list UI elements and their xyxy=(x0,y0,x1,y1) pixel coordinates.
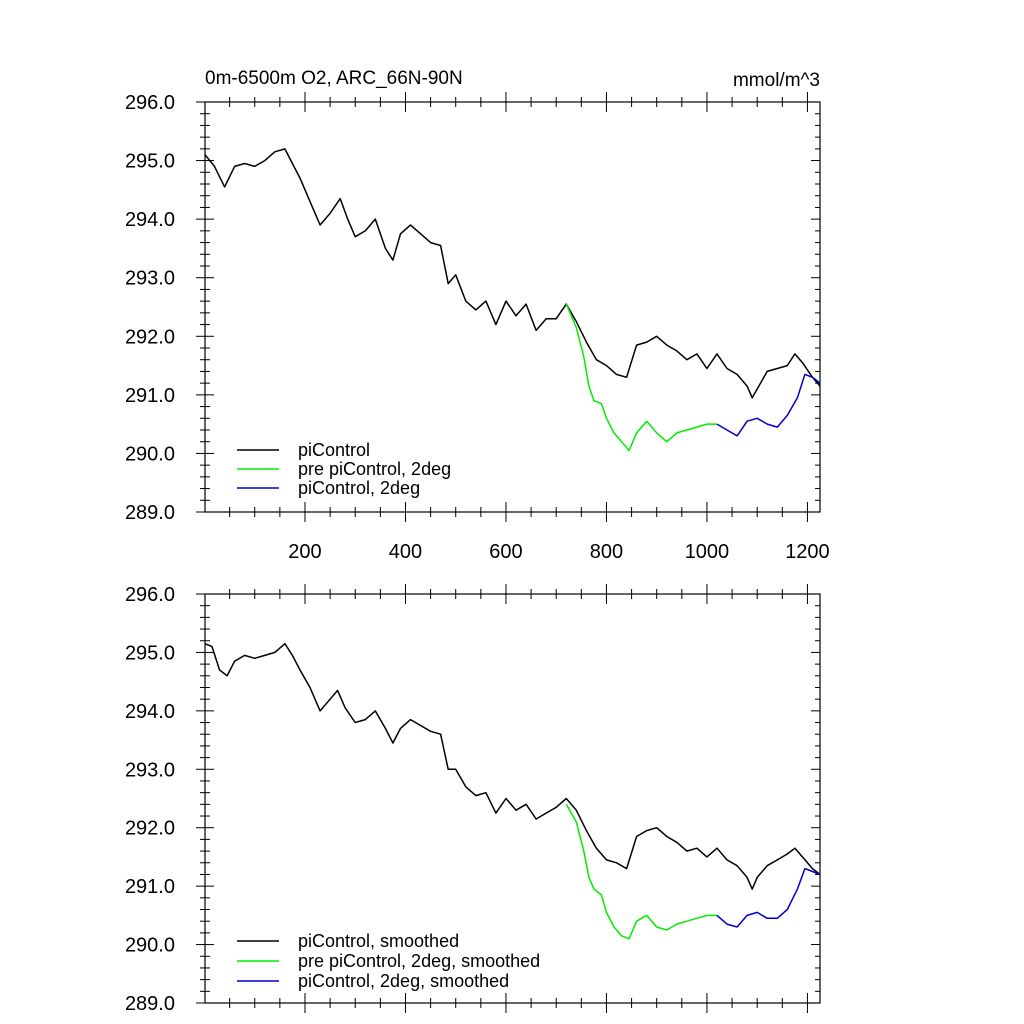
series-line-2 xyxy=(565,803,717,940)
y-tick-label: 295.0 xyxy=(125,151,175,173)
y-tick-label: 292.0 xyxy=(125,818,175,840)
legend-label: piControl xyxy=(298,440,370,460)
y-tick-label: 296.0 xyxy=(125,92,175,114)
y-tick-label: 290.0 xyxy=(125,443,175,465)
y-tick-label: 291.0 xyxy=(125,876,175,898)
units-label: mmol/m^3 xyxy=(733,70,820,91)
legend-label: piControl, smoothed xyxy=(298,931,459,951)
y-tick-label: 292.0 xyxy=(125,326,175,348)
x-tick-label: 1200 xyxy=(785,541,830,563)
y-tick-label: 291.0 xyxy=(125,385,175,407)
legend-label: piControl, 2deg, smoothed xyxy=(298,971,509,991)
series-line-1 xyxy=(204,148,821,399)
x-tick-label: 800 xyxy=(590,541,623,563)
legend-label: pre piControl, 2deg xyxy=(298,459,451,479)
top-panel: 289.0 290.0 291.0 292.0 293.0 294.0 295.0 296.0… xyxy=(125,92,830,563)
plot-frame xyxy=(204,593,821,1004)
y-tick-label: 293.0 xyxy=(125,268,175,290)
legend-label: pre piControl, 2deg, smoothed xyxy=(298,951,540,971)
x-tick-label: 200 xyxy=(288,541,321,563)
y-tick-label: 295.0 xyxy=(125,642,175,664)
series-line-1 xyxy=(204,642,821,890)
y-tick-label: 294.0 xyxy=(125,701,175,723)
y-tick-label: 289.0 xyxy=(125,993,175,1015)
series-line-2 xyxy=(565,303,717,452)
y-tick-label: 293.0 xyxy=(125,759,175,781)
x-tick-label: 1000 xyxy=(685,541,730,563)
chart-title: 0m-6500m O2, ARC_66N-90N xyxy=(205,68,463,89)
y-tick-label: 289.0 xyxy=(125,502,175,524)
legend-label: piControl, 2deg xyxy=(298,478,420,498)
bottom-panel: 289.0 290.0 291.0 292.0 293.0 294.0 295.0 296.0… xyxy=(125,584,821,1015)
series-line-3 xyxy=(716,373,821,437)
y-tick-label: 294.0 xyxy=(125,209,175,231)
y-tick-label: 296.0 xyxy=(125,584,175,606)
plot-frame xyxy=(204,101,821,513)
x-tick-label: 600 xyxy=(489,541,522,563)
x-tick-label: 400 xyxy=(389,541,422,563)
series-line-3 xyxy=(716,867,821,928)
y-tick-label: 290.0 xyxy=(125,935,175,957)
